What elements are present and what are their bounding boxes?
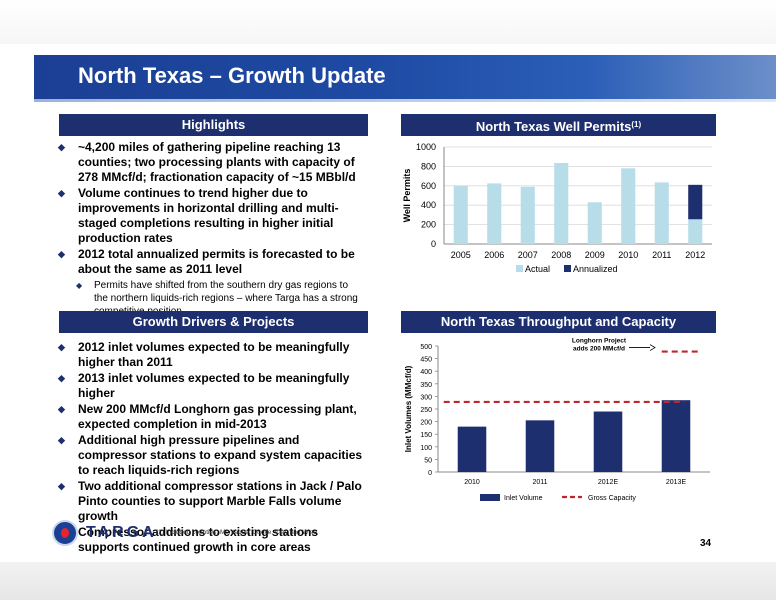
bar-actual-2009 <box>587 202 602 244</box>
growth-item: New 200 MMcf/d Longhorn gas processing p… <box>58 402 363 432</box>
growth-item: Compressor additions to existing station… <box>58 525 363 555</box>
x-tick-label: 2012 <box>685 250 705 260</box>
growth-item: Additional high pressure pipelines and c… <box>58 433 363 478</box>
x-tick-label: 2006 <box>484 250 504 260</box>
y-tick-label: 800 <box>421 161 436 171</box>
targa-logo: TARGA <box>52 520 172 546</box>
growth-drivers-header: Growth Drivers & Projects <box>59 311 368 333</box>
well-permits-chart: 0 200 400 600 800 1000 2005 2006 2007 2008 2009 201… <box>402 142 712 274</box>
x-tick-label: 2011 <box>532 479 547 486</box>
y-axis-label: Inlet Volumes (MMcf/d) <box>404 365 413 452</box>
y-tick-label: 400 <box>420 369 432 376</box>
x-tick-label: 2012E <box>598 479 619 486</box>
legend-label: Annualized <box>573 264 618 274</box>
bar-actual-2010 <box>621 168 636 244</box>
y-tick-label: 400 <box>421 200 436 210</box>
bar-inlet-volume-2010 <box>457 426 487 472</box>
page-number: 34 <box>700 538 712 549</box>
page-title: North Texas – Growth Update <box>78 63 386 88</box>
bar-inlet-volume-2013E <box>661 400 691 472</box>
growth-item: 2013 inlet volumes expected to be meanin… <box>58 371 363 401</box>
y-tick-label: 500 <box>420 344 432 351</box>
highlight-item: ~4,200 miles of gathering pipeline reach… <box>58 140 358 185</box>
bar-actual-2012 <box>688 219 703 244</box>
bar-actual-2011 <box>654 182 669 244</box>
bar-inlet-volume-2012E <box>593 411 623 472</box>
targa-logo-icon <box>52 520 78 546</box>
highlights-list: ~4,200 miles of gathering pipeline reach… <box>58 140 358 318</box>
y-tick-label: 200 <box>420 420 432 427</box>
legend-swatch-inlet <box>480 494 500 501</box>
highlight-item: 2012 total annualized permits is forecas… <box>58 247 358 277</box>
y-tick-label: 0 <box>431 239 436 249</box>
x-tick-label: 2008 <box>551 250 571 260</box>
growth-item: Two additional compressor stations in Ja… <box>58 479 363 524</box>
x-tick-label: 2013E <box>666 479 687 486</box>
y-axis-label: Well Permits <box>402 169 412 223</box>
top-stripe <box>0 0 776 44</box>
y-tick-label: 600 <box>421 181 436 191</box>
x-tick-label: 2007 <box>518 250 538 260</box>
y-tick-label: 1000 <box>416 142 436 152</box>
y-tick-label: 300 <box>420 394 432 401</box>
x-tick-label: 2010 <box>464 479 480 486</box>
bar-actual-2005 <box>453 185 468 244</box>
y-tick-label: 250 <box>420 407 432 414</box>
footer-stripe <box>0 562 776 600</box>
logo-text: TARGA <box>86 524 157 541</box>
y-tick-label: 200 <box>421 220 436 230</box>
highlight-item: Volume continues to trend higher due to … <box>58 186 358 246</box>
throughput-chart-header: North Texas Throughput and Capacity <box>401 311 716 333</box>
title-bar: North Texas – Growth Update <box>34 55 776 102</box>
permits-chart-footnote-mark: (1) <box>631 120 642 129</box>
bar-actual-2006 <box>487 183 502 244</box>
bar-actual-2007 <box>520 186 535 244</box>
bar-actual-2008 <box>554 163 569 244</box>
highlights-header: Highlights <box>59 114 368 136</box>
legend-label: Actual <box>525 264 550 274</box>
legend-swatch <box>516 265 523 272</box>
bar-annualized-2012 <box>688 184 703 220</box>
y-tick-label: 0 <box>428 470 432 477</box>
bar-inlet-volume-2011 <box>525 420 555 472</box>
growth-drivers-list: 2012 inlet volumes expected to be meanin… <box>58 340 363 556</box>
annotation-line1: Longhorn Project <box>572 338 627 345</box>
x-tick-label: 2010 <box>618 250 638 260</box>
footnote: (1) Included counties: Montague, Cooke, … <box>156 529 317 536</box>
annotation-arrowhead <box>649 344 656 351</box>
throughput-capacity-chart: 0 50 100 150 200 250 300 350 400 450 500 2010 2011 20… <box>404 338 710 502</box>
x-tick-label: 2009 <box>585 250 605 260</box>
legend-swatch <box>564 265 571 272</box>
x-tick-label: 2011 <box>652 250 671 260</box>
x-tick-label: 2005 <box>451 250 471 260</box>
y-tick-label: 150 <box>420 432 432 439</box>
y-tick-label: 100 <box>420 445 432 452</box>
growth-item: 2012 inlet volumes expected to be meanin… <box>58 340 363 370</box>
legend-label: Inlet Volume <box>504 495 543 502</box>
legend-label: Gross Capacity <box>588 495 636 502</box>
annotation-line2: adds 200 MMcf/d <box>573 346 625 353</box>
y-tick-label: 450 <box>420 357 432 364</box>
permits-chart-title: North Texas Well Permits <box>475 119 632 134</box>
permits-chart-header: North Texas Well Permits(1) <box>401 114 716 136</box>
y-tick-label: 50 <box>424 457 432 464</box>
y-tick-label: 350 <box>420 382 432 389</box>
